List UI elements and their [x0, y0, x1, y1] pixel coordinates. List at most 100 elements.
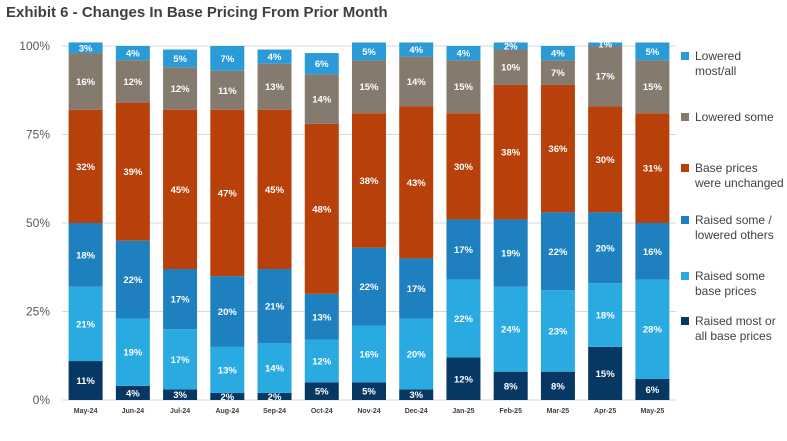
bar-segment	[68, 109, 103, 223]
data-label: 22%	[123, 275, 143, 286]
legend-item-lowered-some: Lowered some	[681, 110, 785, 169]
bar-stack: 5% 12% 13% 48% 14% 6%	[304, 53, 339, 400]
data-label: 17%	[171, 355, 191, 366]
data-label: 13%	[265, 82, 285, 93]
legend-swatch	[681, 164, 689, 172]
bar-segment	[399, 389, 434, 400]
bar-segment	[115, 102, 150, 241]
legend-swatch	[681, 52, 689, 60]
bar-segment	[588, 212, 623, 284]
bar-segment	[588, 42, 623, 46]
bar-segment	[257, 63, 292, 110]
data-label: 19%	[501, 249, 521, 260]
legend-swatch	[681, 113, 689, 121]
x-tick-label: Jun-24	[122, 408, 145, 415]
bar-segment	[588, 346, 623, 400]
bar-segment	[304, 53, 339, 75]
data-label: 5%	[362, 387, 376, 398]
bar-segment	[540, 290, 575, 372]
data-label: 32%	[76, 162, 96, 173]
bar-segment	[68, 223, 103, 287]
data-label: 2%	[504, 42, 518, 53]
data-label: 4%	[126, 388, 140, 399]
bar-segment	[210, 109, 245, 277]
data-label: 19%	[123, 348, 143, 359]
bar-segment	[446, 357, 481, 400]
bar-segment	[635, 223, 670, 280]
bar-segment	[635, 378, 670, 400]
data-label: 47%	[218, 188, 238, 199]
x-tick-label: Aug-24	[215, 408, 239, 415]
data-label: 14%	[265, 364, 285, 375]
bar-segment	[352, 382, 386, 400]
bar-segment	[635, 113, 670, 223]
bar-stack: 2% 14% 21% 45% 13% 4%	[257, 49, 292, 403]
data-label: 8%	[551, 381, 565, 392]
bar-segment	[352, 60, 386, 114]
data-label: 12%	[312, 357, 332, 368]
bar-segment	[210, 276, 245, 347]
data-label: 1%	[598, 40, 612, 51]
legend-item-raised-most-all: Raised most or all base prices	[681, 314, 785, 344]
bar-segment	[115, 46, 150, 61]
bar-segment	[493, 84, 528, 220]
bar-segment	[399, 106, 434, 259]
bar-segment	[588, 283, 623, 347]
x-tick-label: Mar-25	[547, 408, 570, 415]
x-tick-label: Nov-24	[357, 408, 380, 415]
data-label: 3%	[173, 390, 187, 401]
data-label: 13%	[218, 365, 238, 376]
bar-segment	[352, 42, 386, 61]
bar-stack: 8% 24% 19% 38% 10% 2%	[493, 42, 528, 400]
data-label: 39%	[123, 167, 143, 178]
bar-segment	[115, 60, 150, 103]
bar-segment	[304, 293, 339, 340]
bar-segment	[446, 113, 481, 220]
bar-segment	[68, 286, 103, 362]
bar-segment	[493, 219, 528, 287]
data-label: 17%	[596, 72, 616, 83]
bar-segment	[540, 84, 575, 213]
bar-segment	[210, 346, 245, 393]
bar-segment	[635, 60, 670, 114]
data-label: 5%	[173, 54, 187, 65]
bar-segment	[163, 109, 198, 270]
bar-segment	[257, 343, 292, 393]
x-tick-label: Dec-24	[405, 408, 428, 415]
bar-segment	[163, 269, 198, 330]
legend-item-unchanged: Base prices were unchanged	[681, 161, 785, 226]
legend: Lowered most/all Lowered some Base price…	[681, 49, 785, 372]
data-label: 2%	[220, 392, 234, 403]
bar-segment	[493, 49, 528, 85]
bar-stack: 5% 16% 22% 38% 15% 5%	[352, 42, 386, 400]
bar-segment	[588, 46, 623, 107]
bar-segment	[210, 70, 245, 110]
bar-segment	[115, 318, 150, 386]
data-label: 12%	[454, 374, 474, 385]
data-label: 45%	[265, 185, 285, 196]
bar-segment	[635, 279, 670, 379]
legend-item-lowered-most-all: Lowered most/all	[681, 49, 785, 95]
legend-label: Lowered some	[695, 110, 774, 124]
data-label: 22%	[454, 314, 474, 325]
bar-segment	[257, 109, 292, 270]
data-label: 45%	[171, 185, 191, 196]
data-label: 23%	[548, 326, 568, 337]
bar-segment	[257, 392, 292, 400]
data-label: 12%	[123, 77, 143, 88]
bar-segment	[540, 46, 575, 61]
bar-segment	[115, 240, 150, 319]
data-label: 20%	[596, 243, 616, 254]
x-tick-label: May-25	[641, 408, 665, 415]
bar-segment	[352, 325, 386, 383]
bar-segment	[399, 258, 434, 319]
bar-stack: 11% 21% 18% 32% 16% 3%	[68, 42, 103, 400]
data-label: 7%	[220, 54, 234, 65]
y-tick-label: 0%	[33, 393, 51, 407]
x-tick-label: Jul-24	[170, 408, 190, 415]
bar-segment	[493, 286, 528, 372]
data-label: 21%	[265, 302, 285, 313]
data-label: 4%	[268, 52, 282, 63]
bar-segment	[68, 361, 103, 400]
data-label: 5%	[315, 387, 329, 398]
